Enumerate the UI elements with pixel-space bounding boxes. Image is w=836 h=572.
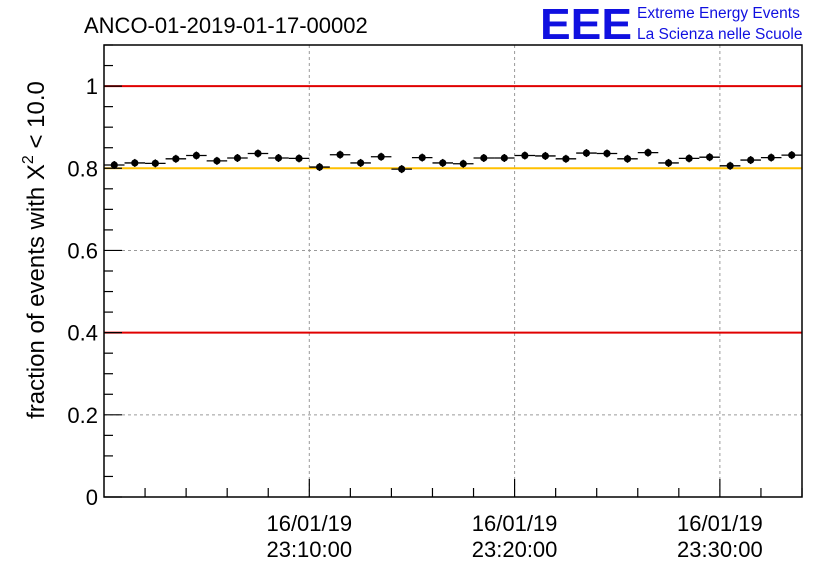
point-marker <box>582 149 591 157</box>
data-point <box>719 161 741 170</box>
point-marker <box>521 151 529 160</box>
y-axis-title-suffix: < 10.0 <box>23 81 50 155</box>
point-marker <box>767 153 775 162</box>
x-tick-label-date: 16/01/19 <box>266 511 352 536</box>
data-point <box>104 160 125 169</box>
data-point <box>699 153 720 162</box>
data-point <box>494 154 515 162</box>
point-marker <box>295 154 303 163</box>
x-tick-label-date: 16/01/19 <box>677 511 763 536</box>
point-marker <box>706 153 714 161</box>
data-point <box>535 151 556 160</box>
data-point <box>473 154 495 162</box>
data-point <box>678 154 700 163</box>
data-point <box>411 153 433 162</box>
data-point <box>350 158 371 167</box>
data-point <box>576 149 597 158</box>
y-axis-title: fraction of events with X2 < 10.0 <box>20 81 50 419</box>
data-point <box>637 148 659 157</box>
y-tick-label: 0.4 <box>67 321 98 346</box>
data-points <box>104 148 802 174</box>
y-tick-label: 0.6 <box>67 238 98 263</box>
logo-letters: EEE <box>540 0 632 49</box>
point-marker <box>562 155 570 163</box>
point-marker <box>603 149 611 158</box>
data-point <box>206 156 228 165</box>
y-axis-title-exponent: 2 <box>20 155 37 164</box>
point-marker <box>254 149 262 158</box>
data-point <box>617 154 638 163</box>
point-marker <box>377 153 385 161</box>
chart-title: ANCO-01-2019-01-17-00002 <box>84 13 368 38</box>
data-point <box>740 156 761 165</box>
point-marker <box>685 154 693 163</box>
x-axis: 16/01/1923:10:0016/01/1923:20:0016/01/19… <box>144 479 803 562</box>
data-point <box>186 151 207 160</box>
point-marker <box>439 159 447 167</box>
data-point <box>391 165 412 174</box>
point-marker <box>500 154 508 162</box>
point-marker <box>172 155 180 163</box>
data-point <box>288 154 310 163</box>
y-tick-label: 0 <box>86 485 98 510</box>
data-point <box>268 154 289 162</box>
point-marker <box>398 165 406 173</box>
point-marker <box>274 154 283 162</box>
reference-lines <box>104 85 802 334</box>
logo-line2: La Scienza nelle Scuole <box>637 26 802 43</box>
point-marker <box>664 159 673 167</box>
point-marker <box>131 159 139 167</box>
point-marker <box>110 161 118 169</box>
y-axis-title-symbol: X <box>23 164 50 180</box>
y-tick-label: 1 <box>86 74 98 99</box>
eee-logo: EEE Extreme Energy Events La Scienza nel… <box>540 0 802 49</box>
point-marker <box>623 155 632 163</box>
point-marker <box>644 149 652 157</box>
x-tick-label-time: 23:30:00 <box>677 537 763 562</box>
data-point <box>370 152 392 161</box>
point-marker <box>459 160 467 168</box>
point-marker <box>151 159 159 167</box>
data-point <box>760 153 782 162</box>
data-point <box>432 158 453 167</box>
data-point <box>227 154 248 162</box>
y-axis: 0 0.2 0.4 0.6 0.8 1 <box>67 44 122 510</box>
data-point <box>124 158 146 167</box>
data-point <box>145 159 166 168</box>
x-tick-label-time: 23:10:00 <box>266 537 352 562</box>
data-point <box>247 149 269 158</box>
data-point <box>453 159 474 168</box>
point-marker <box>357 159 365 167</box>
point-marker <box>315 163 324 171</box>
data-point <box>596 149 618 158</box>
point-marker <box>788 151 796 159</box>
y-axis-title-prefix: fraction of events with <box>23 180 50 419</box>
logo-line1: Extreme Energy Events <box>637 5 800 22</box>
data-point <box>555 154 577 163</box>
point-marker <box>233 154 242 162</box>
data-point <box>658 158 679 167</box>
y-tick-label: 0.2 <box>67 403 98 428</box>
y-tick-label: 0.8 <box>67 156 98 181</box>
data-point <box>309 163 330 172</box>
data-point <box>329 150 351 159</box>
point-marker <box>418 153 426 162</box>
x-tick-label-time: 23:20:00 <box>472 537 558 562</box>
x-tick-label-date: 16/01/19 <box>472 511 558 536</box>
point-marker <box>213 157 221 165</box>
data-point <box>165 154 187 163</box>
point-marker <box>747 156 755 164</box>
data-point <box>781 151 802 160</box>
data-point <box>514 151 536 160</box>
point-marker <box>726 162 734 170</box>
point-marker <box>480 154 488 162</box>
point-marker <box>336 151 344 159</box>
point-marker <box>541 152 549 160</box>
point-marker <box>192 151 200 160</box>
